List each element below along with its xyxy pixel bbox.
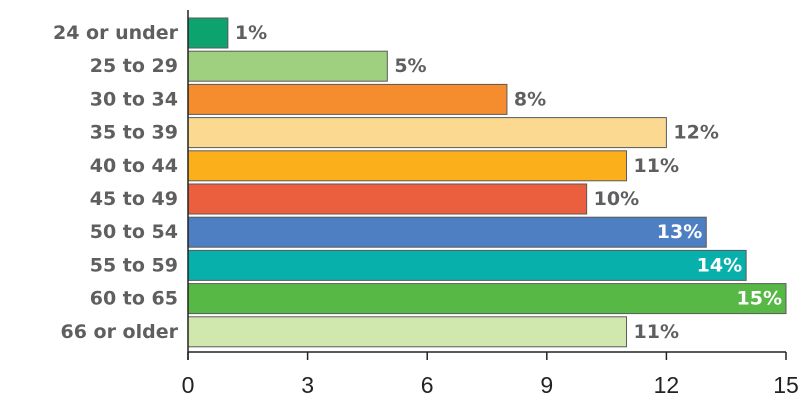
value-label: 13% (657, 221, 702, 243)
category-labels: 24 or under 25 to 29 30 to 34 35 to 39 40 to… (53, 22, 179, 343)
value-label: 11% (634, 321, 679, 343)
category-label: 60 to 65 (90, 288, 178, 310)
bar (187, 83, 508, 115)
bar (187, 117, 667, 149)
value-labels: 1% 5% 8% 12% 11% 10% 13% 14% 15% 11% (235, 22, 782, 343)
value-label: 1% (235, 22, 267, 44)
category-label: 55 to 59 (90, 254, 178, 276)
bar (187, 249, 747, 281)
value-label: 15% (737, 288, 782, 310)
bar (187, 183, 588, 215)
value-label: 11% (634, 155, 679, 177)
x-tick-label: 3 (301, 372, 314, 398)
value-label: 14% (697, 254, 742, 276)
value-label: 10% (594, 188, 639, 210)
category-label: 24 or under (53, 22, 179, 44)
category-label: 50 to 54 (90, 221, 178, 243)
x-tick-label: 9 (540, 372, 553, 398)
x-tick-label: 12 (654, 372, 680, 398)
x-tick-label: 6 (421, 372, 434, 398)
bar (187, 283, 787, 315)
value-label: 8% (514, 88, 546, 110)
bar (187, 216, 707, 248)
category-label: 35 to 39 (90, 122, 178, 144)
x-tick-label: 15 (773, 372, 799, 398)
category-label: 40 to 44 (90, 155, 178, 177)
bars-group (187, 17, 787, 348)
bar (187, 17, 229, 49)
bar (187, 316, 628, 348)
value-label: 12% (673, 122, 718, 144)
category-label: 30 to 34 (90, 88, 178, 110)
x-tick-label: 0 (182, 372, 195, 398)
category-label: 45 to 49 (90, 188, 178, 210)
x-axis: 0 3 6 9 12 15 (182, 10, 799, 398)
category-label: 66 or older (60, 321, 178, 343)
bar (187, 50, 388, 82)
bar (187, 150, 628, 182)
category-label: 25 to 29 (90, 55, 178, 77)
value-label: 5% (394, 55, 426, 77)
